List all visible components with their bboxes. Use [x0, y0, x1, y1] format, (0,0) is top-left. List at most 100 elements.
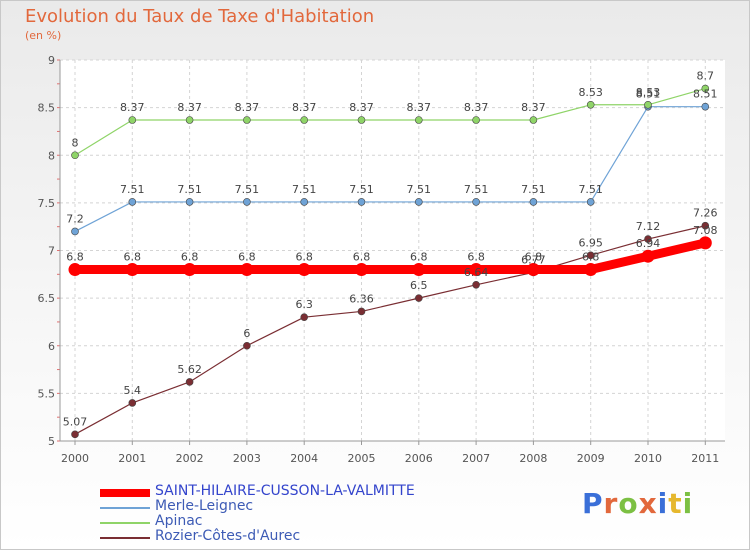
series-line: [74, 87, 706, 156]
data-label: 7.51: [521, 183, 546, 196]
data-label: 8.37: [177, 101, 202, 114]
data-label: 6.36: [349, 292, 374, 305]
y-tick-label: 7.5: [38, 197, 56, 210]
data-point: [644, 235, 652, 243]
data-point: [128, 116, 137, 124]
data-label: 8.37: [120, 101, 145, 114]
data-label: 8.37: [521, 101, 546, 114]
y-tick-label: 6: [48, 340, 55, 353]
data-point: [414, 198, 423, 206]
data-point: [529, 116, 538, 124]
x-tick-label: 2000: [61, 452, 89, 465]
y-tick-label: 8.5: [38, 102, 56, 115]
legend-swatch: [100, 522, 150, 524]
data-label: 7.51: [235, 183, 260, 196]
x-tick-label: 2004: [290, 452, 318, 465]
data-point: [472, 116, 480, 124]
legend-swatch: [100, 507, 150, 509]
data-label: 6: [243, 327, 250, 340]
data-point: [586, 198, 595, 206]
x-tick-label: 2003: [233, 452, 261, 465]
data-label: 8.37: [407, 101, 432, 114]
data-label: 6.3: [295, 298, 313, 311]
data-label: 6.8: [582, 251, 600, 264]
data-label: 7.08: [693, 224, 718, 237]
x-tick-label: 2010: [634, 452, 662, 465]
data-point: [644, 100, 652, 109]
data-label: 8: [72, 136, 79, 149]
data-label: 7.51: [407, 183, 432, 196]
data-point: [701, 84, 710, 93]
chart-subtitle: (en %): [25, 29, 62, 42]
y-tick-label: 6.5: [38, 292, 56, 305]
data-point: [240, 263, 254, 277]
data-label: 6.95: [578, 236, 603, 249]
data-label: 6.8: [181, 251, 199, 264]
data-label: 6.8: [525, 251, 543, 264]
data-point: [128, 198, 137, 206]
data-label: 8.37: [235, 101, 260, 114]
logo-letter: x: [638, 487, 658, 520]
data-label: 7.51: [177, 183, 202, 196]
y-tick-label: 8: [48, 149, 55, 162]
data-label: 7.51: [120, 183, 145, 196]
x-tick-label: 2011: [691, 452, 719, 465]
data-label: 6.8: [467, 251, 485, 264]
data-label: 6.8: [295, 251, 313, 264]
legend-swatch: [100, 489, 150, 497]
data-label: 8.37: [464, 101, 489, 114]
x-tick-label: 2008: [519, 452, 547, 465]
legend-item: SAINT-HILAIRE-CUSSON-LA-VALMITTE: [100, 483, 480, 500]
data-point: [71, 430, 79, 439]
x-tick-label: 2005: [348, 452, 376, 465]
data-point: [355, 263, 368, 277]
data-point: [701, 221, 710, 230]
data-point: [300, 198, 309, 206]
data-point: [586, 251, 595, 260]
data-label: 8.53: [636, 86, 661, 99]
data-point: [698, 236, 712, 250]
data-label: 8.37: [349, 101, 374, 114]
data-label: 7.2: [66, 212, 84, 225]
data-point: [472, 198, 480, 206]
y-tick-label: 9: [48, 54, 55, 67]
data-point: [68, 263, 82, 277]
data-point: [357, 198, 366, 206]
data-point: [300, 116, 309, 124]
series-line: [74, 106, 706, 233]
data-point: [529, 198, 538, 206]
data-point: [412, 263, 426, 277]
x-tick-label: 2009: [577, 452, 605, 465]
data-point: [586, 100, 595, 109]
data-label: 6.64: [464, 266, 489, 279]
data-label: 8.51: [693, 88, 718, 101]
data-label: 7.51: [464, 183, 489, 196]
x-tick-label: 2006: [405, 452, 433, 465]
data-point: [357, 307, 366, 316]
data-point: [71, 227, 79, 236]
data-label: 5.07: [63, 415, 88, 428]
data-label: 7.26: [693, 207, 718, 220]
data-point: [183, 263, 197, 277]
data-point: [701, 102, 710, 111]
data-label: 5.62: [177, 363, 202, 376]
legend-label: Apinac: [155, 513, 203, 529]
data-label: 6.77: [521, 253, 546, 266]
legend-item: Rozier-Côtes-d'Aurec: [100, 528, 480, 545]
data-point: [243, 116, 251, 124]
data-point: [185, 116, 194, 124]
legend-label: Rozier-Côtes-d'Aurec: [155, 528, 301, 544]
data-point: [128, 399, 137, 407]
logo-letter: P: [582, 487, 604, 520]
data-label: 6.8: [124, 251, 142, 264]
data-label: 8.7: [697, 70, 715, 83]
data-point: [414, 116, 423, 124]
data-point: [185, 198, 194, 206]
data-point: [526, 263, 540, 277]
series-line: [70, 238, 710, 275]
legend-item: Apinac: [100, 513, 480, 530]
data-label: 7.51: [349, 183, 374, 196]
data-label: 5.4: [124, 384, 142, 397]
x-tick-label: 2001: [118, 452, 146, 465]
